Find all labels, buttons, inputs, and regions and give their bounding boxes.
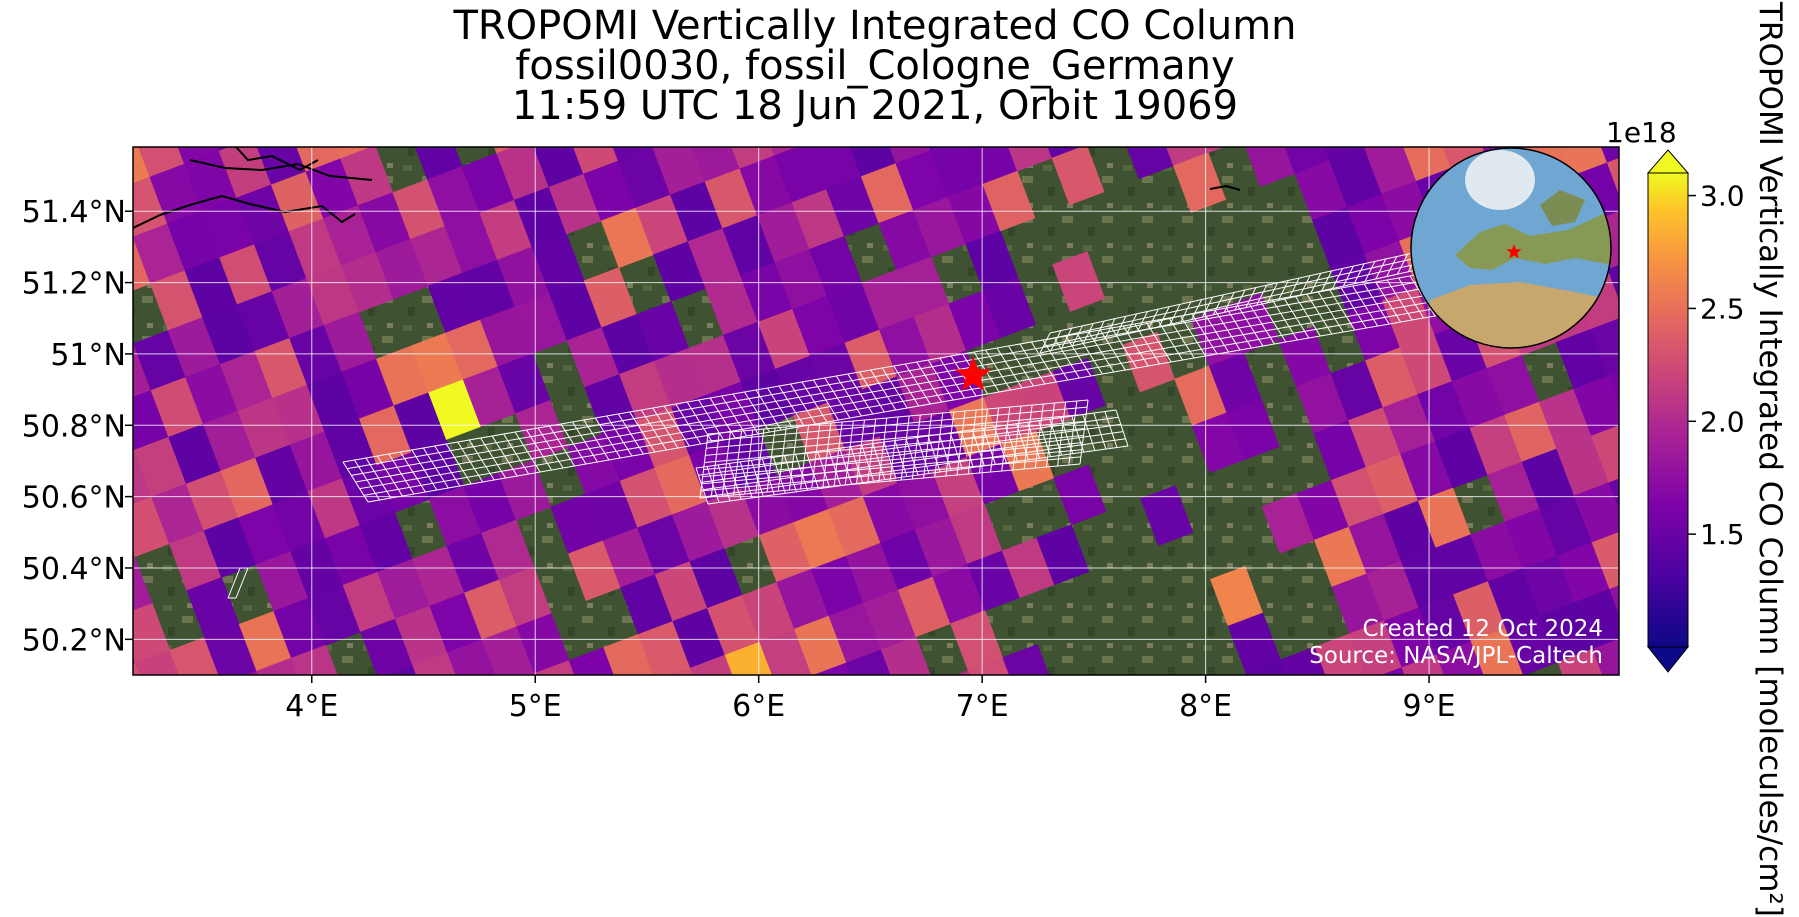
colorbar-extend-min (1646, 646, 1690, 673)
chart-title-line-1: TROPOMI Vertically Integrated CO Column (453, 3, 1297, 49)
chart-title-line-2: fossil0030, fossil_Cologne_Germany (515, 43, 1235, 89)
created-date-label: Created 12 Oct 2024 (1362, 616, 1603, 642)
colorbar-tick-label: 1.5 (1700, 518, 1745, 551)
lat-tick-label: 51.2°N (22, 267, 126, 302)
lon-tick-label: 5°E (509, 689, 562, 724)
observation-footprints (227, 246, 1459, 599)
lon-tick-label: 9°E (1403, 689, 1456, 724)
chart-title-line-3: 11:59 UTC 18 Jun 2021, Orbit 19069 (511, 83, 1239, 129)
target-star-marker (955, 356, 992, 391)
lat-tick-label: 50.4°N (22, 552, 126, 587)
lat-tick-label: 50.6°N (22, 481, 126, 516)
map-frame (132, 146, 1620, 676)
lat-tick-label: 51°N (50, 338, 126, 373)
colorbar: 1.5 2.0 2.5 3.0 (1646, 149, 1745, 673)
lon-tick-label: 7°E (956, 689, 1009, 724)
co-pixel-layer (133, 147, 1619, 675)
lon-tick-label: 6°E (732, 689, 785, 724)
lon-tick-label: 8°E (1179, 689, 1232, 724)
source-credit-label: Source: NASA/JPL-Caltech (1309, 643, 1603, 669)
colorbar-exponent: 1e18 (1606, 116, 1677, 149)
lat-tick-label: 50.8°N (22, 409, 126, 444)
globe-target-star (1506, 244, 1522, 259)
colorbar-tick-label: 2.0 (1700, 405, 1745, 438)
colorbar-label: TROPOMI Vertically Integrated CO Column … (1752, 2, 1788, 917)
lat-tick-label: 50.2°N (22, 623, 126, 658)
colorbar-tick-label: 3.0 (1700, 180, 1745, 213)
map-panel[interactable] (47, 57, 1697, 724)
colorbar-tick-label: 2.5 (1700, 292, 1745, 325)
lat-tick-label: 51.4°N (22, 195, 126, 230)
colorbar-gradient (1647, 172, 1689, 648)
map-axes: 4°E 5°E 6°E 7°E 8°E 9°E 51.4°N 51.2°N 51°N 50.8°N… (22, 195, 1456, 724)
colorbar-extend-max (1646, 149, 1690, 174)
lon-tick-label: 4°E (285, 689, 338, 724)
